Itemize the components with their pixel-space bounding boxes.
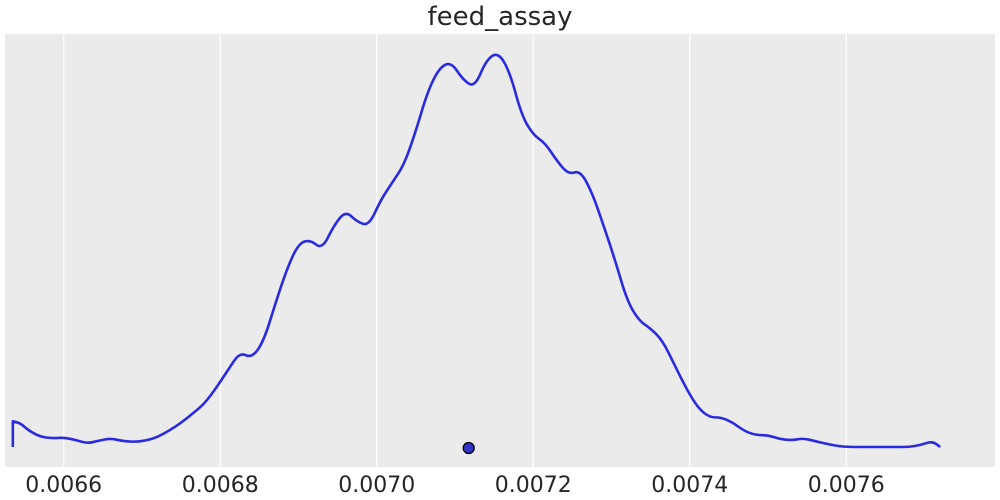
grid-lines [63, 34, 847, 467]
plot-area [5, 34, 995, 467]
x-tick-label: 0.0066 [25, 473, 102, 498]
x-tick-label: 0.0072 [495, 473, 572, 498]
x-tick-labels: 0.0066 0.0068 0.0070 0.0072 0.0074 0.0076 [25, 473, 885, 498]
density-series [11, 53, 942, 449]
point-estimate-marker [462, 441, 475, 455]
x-tick-label: 0.0076 [808, 473, 885, 498]
chart-title: feed_assay [428, 2, 573, 32]
density-line [11, 53, 942, 449]
point-estimate-group [462, 441, 475, 455]
x-tick-label: 0.0070 [338, 473, 415, 498]
x-tick-label: 0.0074 [651, 473, 728, 498]
x-tick-label: 0.0068 [182, 473, 259, 498]
